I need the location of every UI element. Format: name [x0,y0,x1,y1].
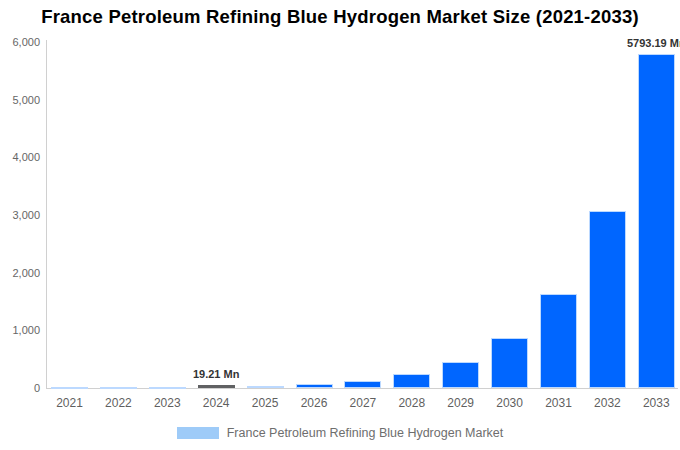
x-axis-tick-label: 2028 [388,396,436,410]
bar-2022[interactable] [100,387,137,389]
chart-container: France Petroleum Refining Blue Hydrogen … [0,0,680,450]
x-axis-line [46,388,678,389]
y-axis-line [46,40,47,388]
bar-2028[interactable] [393,374,430,388]
bar-2031[interactable] [540,294,577,388]
x-axis-tick-label: 2033 [632,396,680,410]
x-axis-tick-label: 2024 [192,396,240,410]
bar-2033[interactable] [638,54,675,388]
bar-2025[interactable] [247,386,284,388]
x-axis-tick-label: 2029 [437,396,485,410]
y-axis-tick-label: 0 [0,382,40,394]
y-axis-tick-label: 4,000 [0,151,40,163]
y-axis-tick-label: 5,000 [0,94,40,106]
x-axis-tick-label: 2022 [94,396,142,410]
data-label-2033: 5793.19 Mn [614,37,680,50]
bar-2023[interactable] [149,387,186,389]
bar-2024[interactable] [198,385,235,388]
y-axis-tick-label: 3,000 [0,209,40,221]
x-axis-tick-label: 2021 [46,396,94,410]
x-axis-tick-label: 2026 [290,396,338,410]
bar-2030[interactable] [491,338,528,388]
chart-title: France Petroleum Refining Blue Hydrogen … [0,6,680,28]
bar-2027[interactable] [344,381,381,388]
legend-label: France Petroleum Refining Blue Hydrogen … [227,426,504,440]
y-axis-tick-label: 1,000 [0,324,40,336]
x-axis-tick-label: 2030 [486,396,534,410]
bar-2026[interactable] [296,384,333,388]
x-axis-tick-label: 2027 [339,396,387,410]
y-axis-tick-label: 6,000 [0,36,40,48]
x-axis-tick-label: 2025 [241,396,289,410]
data-label-2024: 19.21 Mn [174,368,258,381]
x-axis-tick-label: 2031 [535,396,583,410]
y-axis-tick-label: 2,000 [0,267,40,279]
x-axis-tick-label: 2032 [583,396,631,410]
x-axis-tick-label: 2023 [143,396,191,410]
bar-2029[interactable] [442,362,479,388]
bar-2021[interactable] [51,387,88,389]
legend-swatch [177,427,219,439]
bar-2032[interactable] [589,211,626,388]
legend[interactable]: France Petroleum Refining Blue Hydrogen … [0,426,680,440]
